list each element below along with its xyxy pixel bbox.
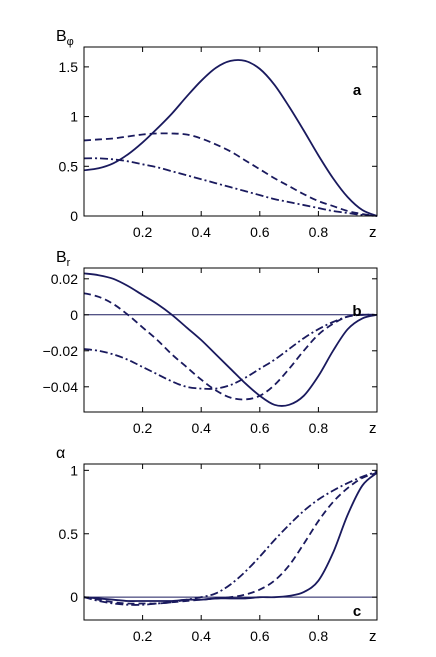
y-tick-label: 1.5 bbox=[59, 59, 79, 75]
x-tick-label: 0.8 bbox=[309, 628, 329, 644]
x-axis-label: z bbox=[369, 420, 377, 437]
x-tick-label: 0.6 bbox=[250, 420, 270, 436]
y-tick-label: −0.02 bbox=[43, 343, 79, 359]
series-line-dashdot bbox=[83, 470, 378, 606]
x-tick-label: 0.8 bbox=[309, 420, 329, 436]
y-tick-label: 0 bbox=[70, 307, 78, 323]
y-tick-label: −0.04 bbox=[43, 379, 79, 395]
series-line-dashed bbox=[83, 472, 378, 605]
y-tick-label: 0 bbox=[70, 208, 78, 224]
y-axis-label: α bbox=[56, 445, 65, 462]
panel-letter: c bbox=[353, 603, 361, 620]
x-axis-label: z bbox=[369, 628, 377, 645]
y-tick-label: 1 bbox=[70, 462, 78, 478]
x-tick-label: 0.4 bbox=[191, 224, 211, 240]
series-line-solid bbox=[83, 472, 378, 602]
plot-frame bbox=[83, 267, 378, 413]
series-line-dashed bbox=[83, 292, 378, 401]
y-tick-label: 0 bbox=[70, 589, 78, 605]
y-tick-label: 0.02 bbox=[51, 271, 78, 287]
x-tick-label: 0.2 bbox=[133, 628, 153, 644]
x-tick-label: 0.6 bbox=[250, 224, 270, 240]
plot-frame bbox=[83, 46, 378, 217]
plot-frame bbox=[83, 463, 378, 621]
panel-c: 0.2 0.4 0.6 0.8 0 0.5 1α zc bbox=[56, 445, 378, 645]
x-axis-label: z bbox=[369, 224, 377, 241]
panel-b: 0.2 0.4 0.6 0.8 −0.04 −0.02 0 0.02 Br z b bbox=[43, 249, 378, 437]
x-tick-label: 0.2 bbox=[133, 224, 153, 240]
x-tick-label: 0.8 bbox=[309, 224, 329, 240]
y-axis-label: Bφ bbox=[56, 28, 74, 48]
y-tick-label: 0.5 bbox=[59, 158, 79, 174]
panel-letter: a bbox=[353, 82, 362, 99]
y-axis-label: Br bbox=[56, 249, 71, 269]
panel-a: 0.2 0.4 0.6 0.8 0 0.5 1 1.5 Bφ z a bbox=[56, 28, 378, 241]
x-tick-label: 0.2 bbox=[133, 420, 153, 436]
panel-letter: b bbox=[352, 303, 361, 320]
x-tick-label: 0.6 bbox=[250, 628, 270, 644]
x-tick-label: 0.4 bbox=[191, 420, 211, 436]
series-line-dashdot bbox=[83, 157, 378, 217]
y-tick-label: 1 bbox=[70, 109, 78, 125]
series-line-dashed bbox=[83, 132, 378, 217]
y-tick-label: 0.5 bbox=[59, 526, 79, 542]
series-line-solid bbox=[83, 59, 378, 217]
x-tick-label: 0.4 bbox=[191, 628, 211, 644]
series-line-dashdot bbox=[83, 313, 378, 390]
series-line-solid bbox=[83, 272, 378, 407]
